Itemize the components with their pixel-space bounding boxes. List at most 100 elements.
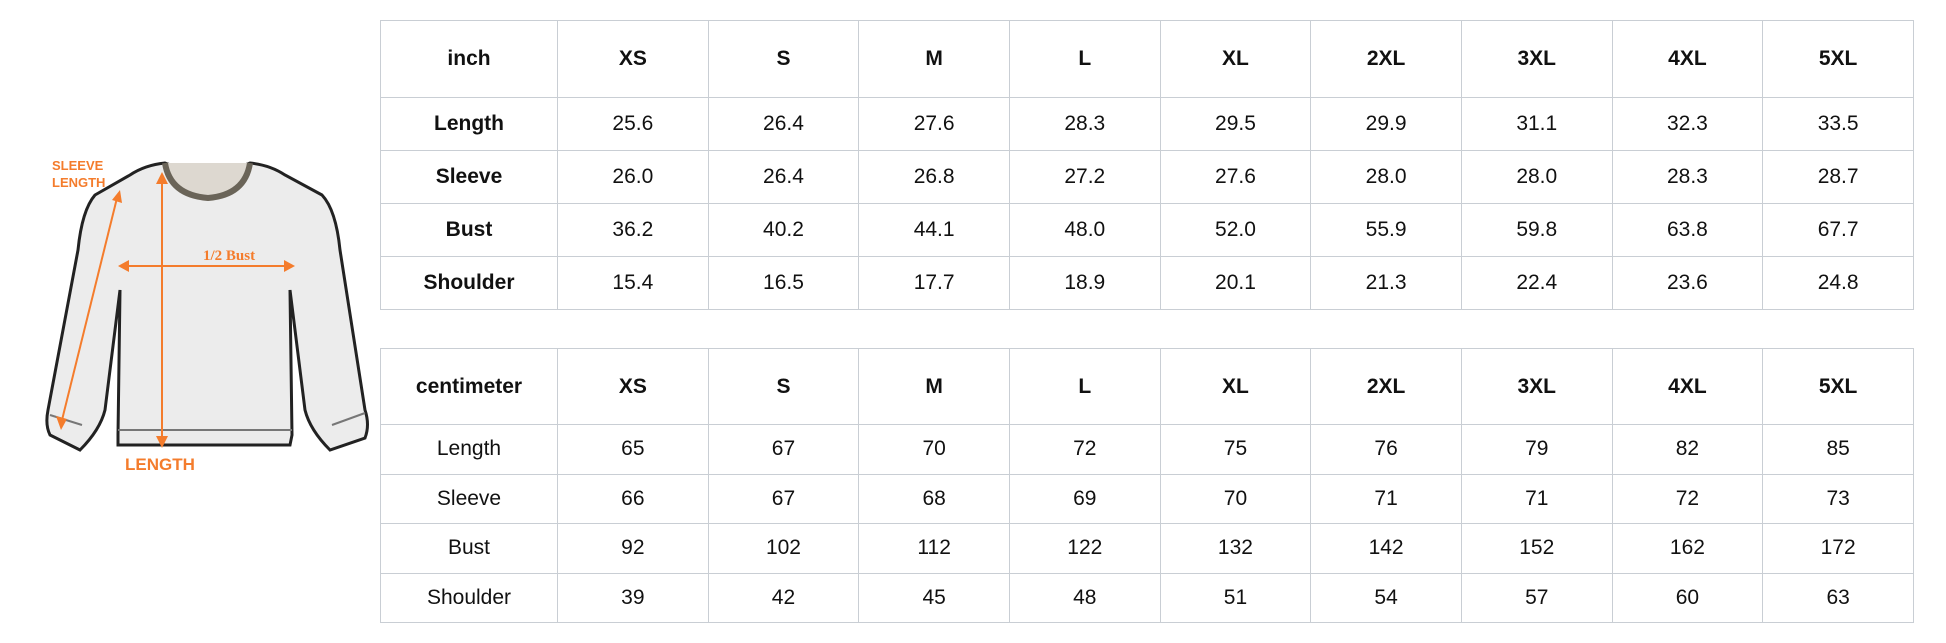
table-cell: 32.3 bbox=[1611, 97, 1764, 151]
table-cell: 71 bbox=[1460, 473, 1613, 524]
size-header-s: S bbox=[707, 348, 860, 425]
table-cell: 60 bbox=[1611, 572, 1764, 623]
table-cell: 27.2 bbox=[1008, 150, 1161, 204]
table-cell: 52.0 bbox=[1159, 203, 1312, 257]
table-cell: 28.3 bbox=[1008, 97, 1161, 151]
size-header-5xl: 5XL bbox=[1762, 20, 1914, 98]
table-cell: 26.4 bbox=[707, 97, 860, 151]
table-header-row: centimeter XS S M L XL 2XL 3XL 4XL 5XL bbox=[380, 348, 1914, 425]
centimeter-size-table: centimeter XS S M L XL 2XL 3XL 4XL 5XL Length 65 67… bbox=[380, 348, 1914, 623]
table-cell: 71 bbox=[1310, 473, 1462, 524]
table-cell: 63.8 bbox=[1611, 203, 1764, 257]
table-cell: 70 bbox=[858, 424, 1010, 475]
table-row: Shoulder 15.4 16.5 17.7 18.9 20.1 21.3 22.4 23.6… bbox=[380, 256, 1914, 310]
size-header-xs: XS bbox=[557, 348, 709, 425]
table-cell: 45 bbox=[858, 572, 1010, 623]
table-cell: 17.7 bbox=[858, 256, 1010, 310]
table-cell: 25.6 bbox=[557, 97, 709, 151]
sweater-icon: SLEEVE LENGTH 1/2 Bust LENGTH bbox=[45, 158, 369, 474]
size-header-xl: XL bbox=[1159, 348, 1312, 425]
table-cell: 26.4 bbox=[707, 150, 860, 204]
table-cell: 162 bbox=[1611, 523, 1764, 574]
size-header-2xl: 2XL bbox=[1310, 20, 1462, 98]
table-cell: 102 bbox=[707, 523, 860, 574]
table-cell: 55.9 bbox=[1310, 203, 1462, 257]
size-header-xs: XS bbox=[557, 20, 709, 98]
table-cell: 67 bbox=[707, 473, 860, 524]
table-cell: 54 bbox=[1310, 572, 1462, 623]
table-cell: 72 bbox=[1611, 473, 1764, 524]
size-header-s: S bbox=[707, 20, 860, 98]
table-cell: 92 bbox=[557, 523, 709, 574]
inch-size-table: inch XS S M L XL 2XL 3XL 4XL 5XL Length 25.6 26.4 27… bbox=[380, 20, 1914, 310]
table-cell: 28.0 bbox=[1310, 150, 1462, 204]
table-cell: 22.4 bbox=[1460, 256, 1613, 310]
table-row: Shoulder 39 42 45 48 51 54 57 60 63 bbox=[380, 572, 1914, 623]
sleeve-length-label: SLEEVE bbox=[52, 158, 104, 173]
size-header-m: M bbox=[858, 20, 1010, 98]
table-cell: 29.5 bbox=[1159, 97, 1312, 151]
table-cell: 122 bbox=[1008, 523, 1161, 574]
row-label: Sleeve bbox=[380, 150, 558, 204]
row-label: Shoulder bbox=[380, 256, 558, 310]
size-header-l: L bbox=[1008, 20, 1161, 98]
size-header-2xl: 2XL bbox=[1310, 348, 1462, 425]
sleeve-length-label-2: LENGTH bbox=[52, 175, 105, 190]
table-cell: 36.2 bbox=[557, 203, 709, 257]
table-cell: 65 bbox=[557, 424, 709, 475]
table-cell: 27.6 bbox=[858, 97, 1010, 151]
table-cell: 21.3 bbox=[1310, 256, 1462, 310]
table-cell: 16.5 bbox=[707, 256, 860, 310]
size-header-4xl: 4XL bbox=[1611, 20, 1764, 98]
row-label: Length bbox=[380, 424, 558, 475]
table-cell: 70 bbox=[1159, 473, 1312, 524]
table-cell: 79 bbox=[1460, 424, 1613, 475]
table-cell: 73 bbox=[1762, 473, 1914, 524]
size-header-3xl: 3XL bbox=[1460, 20, 1613, 98]
size-header-m: M bbox=[858, 348, 1010, 425]
table-cell: 67 bbox=[707, 424, 860, 475]
table-cell: 18.9 bbox=[1008, 256, 1161, 310]
table-cell: 24.8 bbox=[1762, 256, 1914, 310]
table-cell: 75 bbox=[1159, 424, 1312, 475]
row-label: Length bbox=[380, 97, 558, 151]
size-header-xl: XL bbox=[1159, 20, 1312, 98]
table-cell: 76 bbox=[1310, 424, 1462, 475]
table-cell: 172 bbox=[1762, 523, 1914, 574]
table-cell: 28.7 bbox=[1762, 150, 1914, 204]
length-label: LENGTH bbox=[125, 455, 195, 474]
table-cell: 69 bbox=[1008, 473, 1161, 524]
table-cell: 40.2 bbox=[707, 203, 860, 257]
table-cell: 51 bbox=[1159, 572, 1312, 623]
table-cell: 82 bbox=[1611, 424, 1764, 475]
unit-header: inch bbox=[380, 20, 558, 98]
row-label: Bust bbox=[380, 523, 558, 574]
row-label: Bust bbox=[380, 203, 558, 257]
table-cell: 63 bbox=[1762, 572, 1914, 623]
bust-label: 1/2 Bust bbox=[203, 248, 255, 264]
table-cell: 42 bbox=[707, 572, 860, 623]
table-cell: 15.4 bbox=[557, 256, 709, 310]
table-row: Length 25.6 26.4 27.6 28.3 29.5 29.9 31.1 32.3 33… bbox=[380, 97, 1914, 151]
table-cell: 26.0 bbox=[557, 150, 709, 204]
table-row: Length 65 67 70 72 75 76 79 82 85 bbox=[380, 424, 1914, 475]
table-cell: 57 bbox=[1460, 572, 1613, 623]
table-cell: 85 bbox=[1762, 424, 1914, 475]
table-cell: 26.8 bbox=[858, 150, 1010, 204]
table-cell: 152 bbox=[1460, 523, 1613, 574]
unit-header: centimeter bbox=[380, 348, 558, 425]
table-cell: 31.1 bbox=[1460, 97, 1613, 151]
table-cell: 48.0 bbox=[1008, 203, 1161, 257]
table-row: Sleeve 26.0 26.4 26.8 27.2 27.6 28.0 28.0 28.3 28… bbox=[380, 150, 1914, 204]
size-header-4xl: 4XL bbox=[1611, 348, 1764, 425]
table-cell: 59.8 bbox=[1460, 203, 1613, 257]
table-cell: 39 bbox=[557, 572, 709, 623]
table-header-row: inch XS S M L XL 2XL 3XL 4XL 5XL bbox=[380, 20, 1914, 98]
table-cell: 68 bbox=[858, 473, 1010, 524]
table-cell: 20.1 bbox=[1159, 256, 1312, 310]
table-cell: 72 bbox=[1008, 424, 1161, 475]
table-row: Bust 92 102 112 122 132 142 152 162 172 bbox=[380, 523, 1914, 574]
table-cell: 66 bbox=[557, 473, 709, 524]
table-cell: 44.1 bbox=[858, 203, 1010, 257]
table-cell: 29.9 bbox=[1310, 97, 1462, 151]
